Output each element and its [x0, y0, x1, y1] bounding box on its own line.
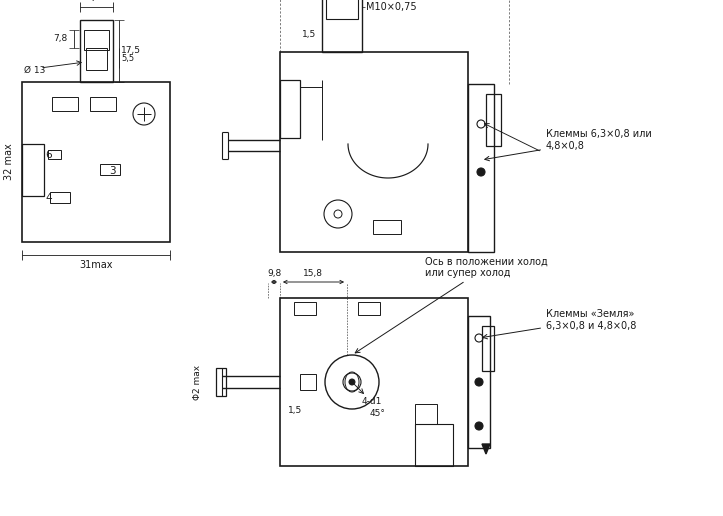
Text: Клеммы 6,3×0,8 или
4,8×0,8: Клеммы 6,3×0,8 или 4,8×0,8: [485, 129, 651, 161]
Bar: [52, 97, 78, 111]
Text: M10×0,75: M10×0,75: [366, 2, 416, 12]
Circle shape: [475, 378, 483, 386]
Text: 32 max: 32 max: [4, 143, 14, 181]
Circle shape: [475, 422, 483, 430]
Bar: [280, 80, 300, 138]
Circle shape: [349, 379, 355, 385]
Bar: [216, 368, 226, 396]
Bar: [50, 192, 70, 203]
Bar: [468, 84, 494, 252]
Bar: [358, 302, 380, 315]
Bar: [326, 0, 358, 19]
Text: Ø 13: Ø 13: [24, 66, 46, 74]
Bar: [90, 97, 116, 111]
Text: Клеммы «Земля»
6,3×0,8 и 4,8×0,8: Клеммы «Земля» 6,3×0,8 и 4,8×0,8: [483, 309, 636, 339]
Text: 31max: 31max: [80, 260, 113, 270]
Bar: [300, 374, 316, 390]
Text: 6: 6: [45, 150, 51, 160]
Bar: [486, 94, 501, 146]
Bar: [468, 316, 490, 448]
Bar: [22, 144, 44, 196]
Text: 3: 3: [109, 166, 116, 176]
Text: 45°: 45°: [370, 410, 386, 418]
Bar: [84, 30, 109, 50]
Bar: [22, 82, 170, 242]
Bar: [280, 52, 468, 252]
Bar: [280, 298, 468, 466]
Bar: [482, 326, 494, 371]
Text: 15,8: 15,8: [303, 269, 323, 278]
Bar: [48, 150, 61, 159]
Text: Φ2 max: Φ2 max: [194, 364, 202, 399]
Text: Ось в положении холод
или супер холод: Ось в положении холод или супер холод: [355, 256, 548, 353]
Text: 4: 4: [45, 193, 51, 203]
Bar: [80, 20, 113, 82]
Circle shape: [477, 168, 485, 176]
Bar: [86, 48, 107, 70]
Text: 9,8: 9,8: [267, 269, 281, 278]
Text: 1,5: 1,5: [302, 30, 316, 40]
Bar: [373, 220, 401, 234]
Text: 1,5: 1,5: [288, 406, 302, 414]
Bar: [294, 302, 316, 315]
Text: φ6: φ6: [90, 0, 103, 1]
Polygon shape: [482, 444, 490, 454]
Bar: [415, 404, 437, 424]
Bar: [415, 424, 453, 466]
Bar: [100, 164, 120, 175]
Text: 4-d1: 4-d1: [362, 397, 382, 407]
Text: 5,5: 5,5: [121, 54, 134, 62]
Text: 17,5: 17,5: [121, 46, 141, 56]
Bar: [322, 0, 362, 52]
Text: 7,8: 7,8: [53, 35, 67, 43]
